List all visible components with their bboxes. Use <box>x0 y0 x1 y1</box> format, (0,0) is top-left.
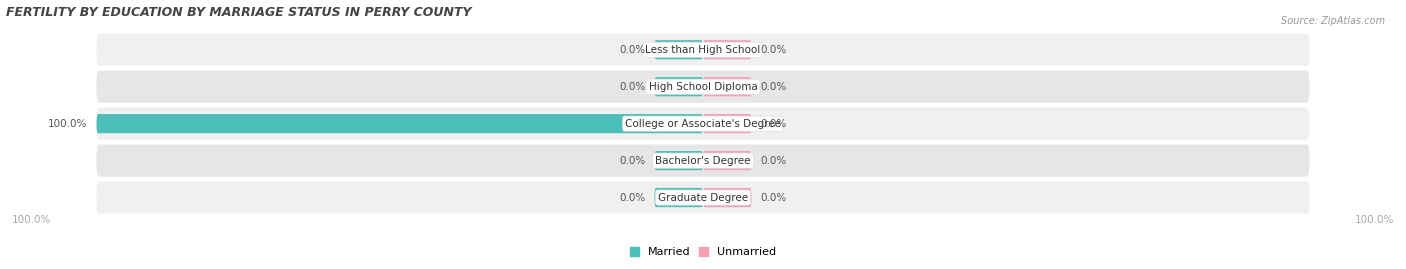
FancyBboxPatch shape <box>703 114 752 133</box>
FancyBboxPatch shape <box>97 114 703 133</box>
Text: 0.0%: 0.0% <box>761 119 787 129</box>
FancyBboxPatch shape <box>654 77 703 96</box>
Text: 0.0%: 0.0% <box>761 155 787 166</box>
Text: 0.0%: 0.0% <box>761 193 787 203</box>
FancyBboxPatch shape <box>654 188 703 207</box>
Text: 100.0%: 100.0% <box>11 215 51 225</box>
FancyBboxPatch shape <box>97 144 1309 177</box>
Text: 0.0%: 0.0% <box>761 82 787 92</box>
FancyBboxPatch shape <box>97 34 1309 66</box>
Text: Graduate Degree: Graduate Degree <box>658 193 748 203</box>
Text: 100.0%: 100.0% <box>1355 215 1395 225</box>
Text: 0.0%: 0.0% <box>619 45 645 55</box>
Text: FERTILITY BY EDUCATION BY MARRIAGE STATUS IN PERRY COUNTY: FERTILITY BY EDUCATION BY MARRIAGE STATU… <box>6 6 471 19</box>
FancyBboxPatch shape <box>97 108 1309 140</box>
Text: 100.0%: 100.0% <box>48 119 87 129</box>
Legend: Married, Unmarried: Married, Unmarried <box>626 242 780 262</box>
Text: College or Associate's Degree: College or Associate's Degree <box>626 119 780 129</box>
FancyBboxPatch shape <box>703 40 752 59</box>
FancyBboxPatch shape <box>97 182 1309 214</box>
Text: 0.0%: 0.0% <box>619 155 645 166</box>
FancyBboxPatch shape <box>703 151 752 170</box>
Text: Less than High School: Less than High School <box>645 45 761 55</box>
Text: 0.0%: 0.0% <box>761 45 787 55</box>
Text: Bachelor's Degree: Bachelor's Degree <box>655 155 751 166</box>
Text: Source: ZipAtlas.com: Source: ZipAtlas.com <box>1281 16 1385 26</box>
Text: 0.0%: 0.0% <box>619 82 645 92</box>
FancyBboxPatch shape <box>654 40 703 59</box>
Text: 0.0%: 0.0% <box>619 193 645 203</box>
FancyBboxPatch shape <box>703 188 752 207</box>
Text: High School Diploma: High School Diploma <box>648 82 758 92</box>
FancyBboxPatch shape <box>654 151 703 170</box>
FancyBboxPatch shape <box>97 71 1309 103</box>
FancyBboxPatch shape <box>703 77 752 96</box>
